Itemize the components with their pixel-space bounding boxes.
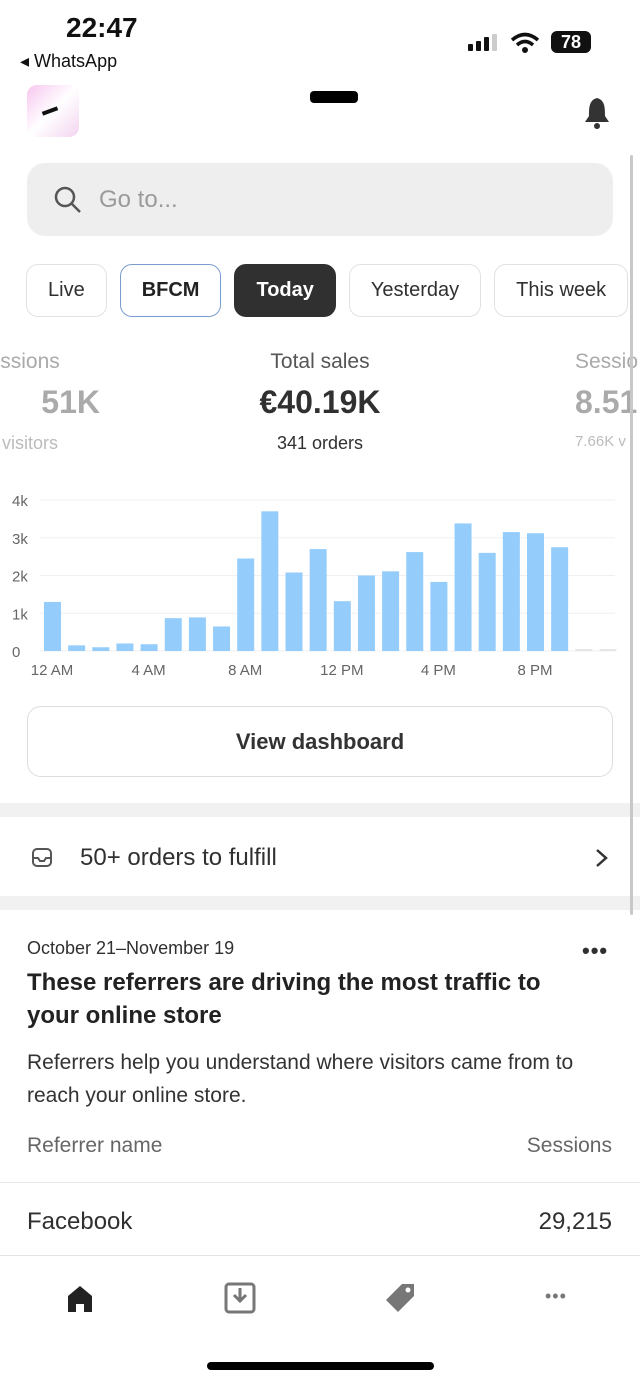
back-label: WhatsApp xyxy=(34,51,118,71)
metric-label: Total sales xyxy=(270,350,370,373)
bar xyxy=(454,523,472,651)
bar xyxy=(357,575,375,651)
date-range-chips: Live BFCM Today Yesterday This week xyxy=(26,264,629,317)
column-sessions: Sessions xyxy=(526,1134,612,1157)
bar xyxy=(140,644,158,651)
bell-icon[interactable] xyxy=(583,96,611,130)
metric-label: ssions xyxy=(0,350,60,373)
orders-icon[interactable] xyxy=(222,1280,262,1320)
y-tick-label: 1k xyxy=(12,606,28,623)
more-icon[interactable]: ••• xyxy=(545,1286,567,1306)
metric-label: Sessio xyxy=(575,350,639,373)
search-icon xyxy=(54,186,81,213)
x-tick-label: 8 PM xyxy=(517,662,552,679)
tag-icon[interactable] xyxy=(382,1280,422,1320)
sales-bar-chart: 0 1k 2k 3k 4k 12 AM 4 AM 8 AM 12 PM 4 PM 8 PM xyxy=(12,493,617,679)
orders-to-fulfill-row[interactable]: 50+ orders to fulfill xyxy=(30,820,610,896)
bar-placeholder xyxy=(599,649,617,651)
bar xyxy=(502,532,520,651)
card-date: October 21–November 19 xyxy=(27,938,235,958)
bar xyxy=(164,618,182,651)
bar xyxy=(309,549,327,651)
back-to-app[interactable]: ◂ WhatsApp xyxy=(20,51,118,71)
bar xyxy=(430,581,448,651)
x-tick-label: 12 AM xyxy=(31,662,74,679)
fulfill-text: 50+ orders to fulfill xyxy=(80,844,277,871)
bar xyxy=(92,647,110,651)
divider xyxy=(0,803,640,817)
bar xyxy=(551,547,569,651)
metric-sub: 341 orders xyxy=(276,433,364,453)
x-tick-label: 4 AM xyxy=(132,662,166,679)
divider xyxy=(0,896,640,910)
card-description: Referrers help you understand where visi… xyxy=(27,1051,574,1107)
search-placeholder: Go to... xyxy=(99,185,178,213)
metric-total-sales[interactable]: Total sales €40.19K 341 orders xyxy=(200,350,440,454)
metric-sub: 7.66K v xyxy=(575,433,626,450)
referrer-sessions: 29,215 xyxy=(538,1208,612,1235)
inbox-icon xyxy=(32,848,52,867)
scrollbar[interactable] xyxy=(630,155,633,915)
bar xyxy=(478,552,496,651)
bar xyxy=(261,511,279,651)
home-indicator xyxy=(207,1362,434,1370)
wifi-icon xyxy=(510,32,540,53)
metric-sessions-left[interactable]: ssions 51K visitors xyxy=(0,350,100,454)
bar xyxy=(406,552,424,651)
battery-icon: 78 xyxy=(551,31,591,53)
more-options-icon[interactable]: ••• xyxy=(582,938,609,963)
card-title: These referrers are driving the most tra… xyxy=(27,969,541,1029)
bar xyxy=(68,645,86,651)
metric-sub: visitors xyxy=(1,433,58,453)
bar xyxy=(382,571,400,651)
column-referrer-name: Referrer name xyxy=(27,1134,163,1157)
bar-placeholder xyxy=(575,649,593,651)
chip-today[interactable]: Today xyxy=(234,264,336,317)
y-tick-label: 0 xyxy=(12,644,20,661)
chip-bfcm[interactable]: BFCM xyxy=(119,264,222,317)
bar xyxy=(188,617,206,651)
metric-value: 51K xyxy=(41,384,100,420)
bar xyxy=(333,601,351,651)
view-dashboard-button[interactable]: View dashboard xyxy=(27,706,613,777)
bar xyxy=(285,572,303,651)
y-tick-label: 3k xyxy=(12,531,28,548)
x-tick-label: 12 PM xyxy=(320,662,363,679)
bar xyxy=(213,626,231,651)
divider xyxy=(0,1182,640,1183)
metric-sessions-right[interactable]: Sessio 8.51 7.66K v xyxy=(575,350,640,450)
bar xyxy=(237,558,255,651)
drag-handle[interactable] xyxy=(310,91,358,103)
bar xyxy=(44,601,61,651)
referrer-name: Facebook xyxy=(27,1208,133,1235)
x-tick-label: 8 AM xyxy=(228,662,262,679)
metric-value: 8.51 xyxy=(575,384,638,420)
signal-icon xyxy=(468,34,497,51)
bar xyxy=(116,643,134,651)
status-time: 22:47 xyxy=(66,12,138,43)
chip-live[interactable]: Live xyxy=(26,264,107,317)
metric-value: €40.19K xyxy=(259,384,381,420)
store-logo[interactable] xyxy=(27,85,79,137)
x-tick-label: 4 PM xyxy=(421,662,456,679)
chip-yesterday[interactable]: Yesterday xyxy=(348,264,482,317)
home-icon[interactable] xyxy=(62,1280,102,1320)
search-input[interactable]: Go to... xyxy=(27,163,613,236)
y-tick-label: 4k xyxy=(12,493,28,510)
chevron-right-icon xyxy=(596,849,608,867)
chip-this-week[interactable]: This week xyxy=(494,264,629,317)
y-tick-label: 2k xyxy=(12,569,28,586)
bar xyxy=(527,533,544,651)
